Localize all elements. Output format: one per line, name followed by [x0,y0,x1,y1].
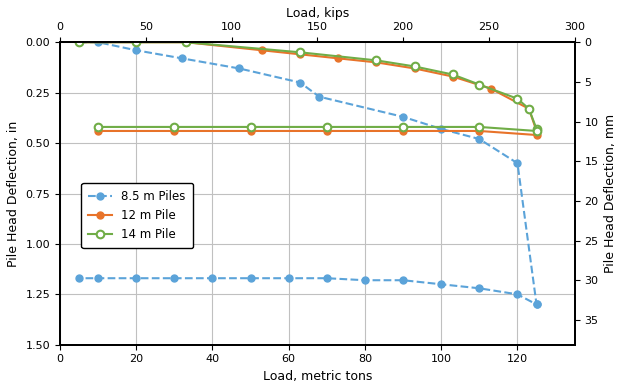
12 m Pile [525,106,533,111]
12 m Pile [296,52,304,57]
8.5 m Piles [76,40,83,44]
Y-axis label: Pile Head Deflection, in: Pile Head Deflection, in [7,121,20,267]
8.5 m Piles [323,276,331,280]
12 m Pile [323,129,331,133]
Line: 12 m Pile: 12 m Pile [76,39,540,138]
Legend: 8.5 m Piles, 12 m Pile, 14 m Pile: 8.5 m Piles, 12 m Pile, 14 m Pile [81,183,193,248]
X-axis label: Load, metric tons: Load, metric tons [263,370,372,383]
14 m Pile [182,40,190,44]
12 m Pile [399,129,407,133]
14 m Pile [76,40,83,44]
12 m Pile [449,74,456,79]
8.5 m Piles [94,276,102,280]
14 m Pile [475,124,483,129]
8.5 m Piles [399,278,407,283]
12 m Pile [258,48,266,53]
14 m Pile [514,96,521,101]
12 m Pile [132,40,140,44]
12 m Pile [373,60,380,65]
14 m Pile [247,124,255,129]
12 m Pile [182,40,190,44]
14 m Pile [94,124,102,129]
12 m Pile [247,129,255,133]
14 m Pile [373,58,380,63]
14 m Pile [296,50,304,55]
14 m Pile [525,106,533,111]
12 m Pile [334,56,342,61]
12 m Pile [94,129,102,133]
8.5 m Piles [533,302,540,307]
8.5 m Piles [235,66,243,71]
14 m Pile [449,72,456,77]
12 m Pile [487,86,495,91]
12 m Pile [533,133,540,137]
14 m Pile [411,64,418,69]
8.5 m Piles [94,40,102,44]
8.5 m Piles [437,127,445,131]
X-axis label: Load, kips: Load, kips [286,7,349,20]
12 m Pile [533,129,540,133]
Y-axis label: Pile Head Deflection, mm: Pile Head Deflection, mm [604,114,617,273]
8.5 m Piles [437,282,445,287]
8.5 m Piles [296,80,304,85]
14 m Pile [399,124,407,129]
Line: 8.5 m Piles: 8.5 m Piles [76,39,540,308]
8.5 m Piles [178,56,186,61]
12 m Pile [170,129,178,133]
14 m Pile [533,129,540,133]
8.5 m Piles [170,276,178,280]
12 m Pile [76,40,83,44]
8.5 m Piles [475,286,483,291]
8.5 m Piles [316,94,323,99]
8.5 m Piles [247,276,255,280]
8.5 m Piles [76,276,83,280]
8.5 m Piles [132,276,140,280]
8.5 m Piles [514,161,521,166]
12 m Pile [475,129,483,133]
14 m Pile [323,124,331,129]
14 m Pile [533,127,540,131]
8.5 m Piles [475,137,483,142]
8.5 m Piles [514,292,521,297]
8.5 m Piles [399,115,407,119]
8.5 m Piles [132,48,140,53]
8.5 m Piles [533,302,540,307]
8.5 m Piles [208,276,216,280]
8.5 m Piles [361,278,369,283]
8.5 m Piles [285,276,293,280]
14 m Pile [475,82,483,87]
12 m Pile [411,66,418,71]
14 m Pile [170,124,178,129]
14 m Pile [132,40,140,44]
Line: 14 m Pile: 14 m Pile [76,38,540,135]
